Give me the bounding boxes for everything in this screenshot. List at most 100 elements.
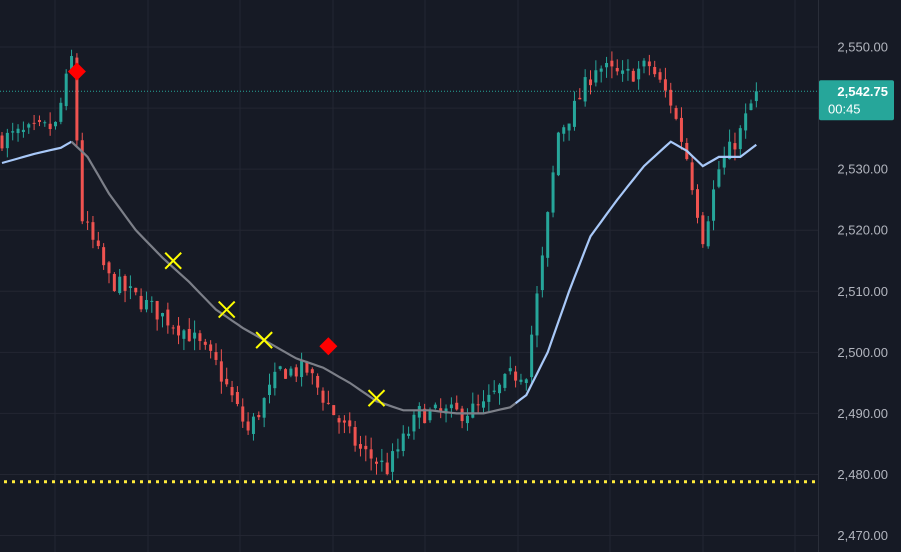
candle-body [171,327,175,329]
candle-body [594,70,598,83]
candle-body [482,401,485,408]
candle-body [487,394,491,402]
last-price-tag-box [819,80,894,121]
moving-average-line [1,140,73,165]
cross-marker [255,331,273,349]
candle-body [166,309,170,326]
candle-body [439,408,443,411]
candle-body [754,91,758,102]
cross-marker-stroke [255,331,273,349]
price-tick-label: 2,510.00 [837,284,888,299]
candle-body [535,293,539,336]
candle-body [203,341,207,345]
candle-body [21,129,25,133]
candle-body [546,212,550,258]
moving-average-line [514,140,757,405]
candle-body [134,287,138,293]
candle-body [209,344,213,351]
candle-body [107,262,111,274]
candle-body [369,449,373,459]
candles-layer [0,49,758,481]
candle-body [428,409,432,421]
candle-body [316,375,320,388]
candle-body [337,418,341,423]
moving-average-line [70,140,517,415]
candle-body [225,378,229,385]
candle-body [187,329,191,342]
candle-body [524,379,528,384]
candle-body [342,420,346,423]
candle-body [423,408,427,424]
candle-body [358,444,362,449]
candle-body [674,108,678,119]
last-price-tag: 2,542.75 00:45 [819,80,894,121]
candle-body [70,56,74,71]
candle-body [278,366,282,369]
candle-body [5,132,9,149]
candle-body [112,273,116,291]
candle-body [653,66,657,75]
candle-body [161,313,164,317]
candle-body [637,68,641,80]
candle-body [80,140,84,222]
candle-body [396,449,400,452]
candle-body [642,60,646,67]
candle-body [300,360,304,378]
candle-body [214,352,218,360]
candle-body [503,373,507,388]
candle-body [471,403,475,418]
price-tick-label: 2,480.00 [837,467,888,482]
candle-body [385,462,389,475]
candle-body [733,143,737,150]
candle-body [273,371,277,389]
candle-body [16,128,20,134]
candle-body [738,128,742,150]
candle-body [43,122,47,124]
candle-body [144,299,148,310]
candle-body [562,127,566,134]
candle-body [235,392,239,405]
candle-body [728,141,732,160]
candle-body [305,361,309,373]
candle-body [460,408,464,422]
markers-layer [67,62,386,407]
bar-countdown: 00:45 [828,101,861,116]
candle-body [583,77,587,102]
candle-body [696,189,699,218]
candle-body [241,406,245,422]
candle-body [412,414,416,432]
price-tick-label: 2,520.00 [837,223,888,238]
candle-body [102,247,106,266]
price-tick-label: 2,500.00 [837,345,888,360]
candle-body [332,405,336,416]
candle-body [540,255,544,291]
price-tick-label: 2,490.00 [837,406,888,421]
candle-body [567,123,571,131]
candle-body [572,100,576,127]
candle-body [139,295,143,310]
candle-body [631,70,635,82]
candle-body [380,460,384,463]
cross-marker-stroke [217,300,236,319]
candle-body [589,79,592,86]
candle-body [268,384,271,396]
candle-body [417,406,421,418]
candle-body [492,390,496,392]
candle-body [118,276,122,294]
grid-layer [0,0,818,552]
cross-marker-stroke [367,389,386,407]
candle-body [326,402,330,404]
candle-body [621,70,625,74]
candle-body [647,61,651,67]
candle-body [364,445,368,450]
candle-body [610,60,614,67]
candle-body [663,79,667,91]
cross-marker [164,252,182,270]
candle-body [476,404,480,406]
candle-body [27,124,31,128]
cross-marker [217,300,236,319]
candle-body [578,97,582,100]
candle-body [433,404,437,409]
candle-body [530,334,534,378]
